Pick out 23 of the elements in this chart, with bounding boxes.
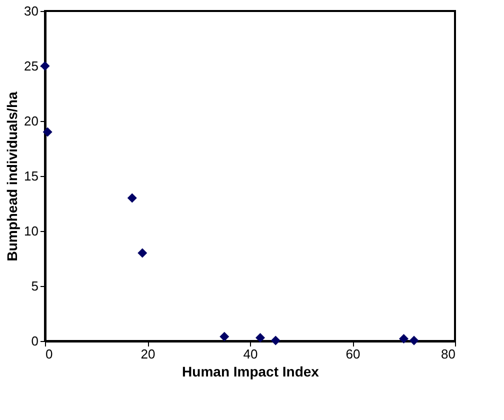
y-tick-label: 20 bbox=[24, 114, 38, 128]
x-tick-label: 60 bbox=[346, 346, 360, 362]
x-tick-label: 80 bbox=[441, 346, 456, 362]
y-tick-label: 10 bbox=[24, 224, 38, 238]
point bbox=[138, 248, 148, 258]
point bbox=[256, 332, 265, 342]
y-tick-label: 0 bbox=[31, 334, 38, 348]
y-tick-label: 30 bbox=[24, 4, 38, 18]
y-tick-label: 25 bbox=[24, 58, 38, 74]
point bbox=[270, 336, 280, 346]
y-tick-label: 15 bbox=[24, 168, 38, 184]
x-tick-label: 0 bbox=[46, 346, 53, 362]
point bbox=[220, 332, 230, 342]
point bbox=[40, 61, 50, 71]
x-axis-title: Human Impact Index bbox=[182, 364, 320, 380]
point bbox=[399, 334, 408, 344]
y-axis-title: Bumphead individuals/ha bbox=[4, 92, 20, 262]
y-tick-label: 5 bbox=[31, 278, 38, 294]
x-tick-label: 20 bbox=[140, 346, 156, 362]
point bbox=[409, 336, 419, 346]
point bbox=[42, 127, 52, 137]
point bbox=[127, 193, 137, 203]
x-tick-label: 40 bbox=[243, 346, 258, 362]
